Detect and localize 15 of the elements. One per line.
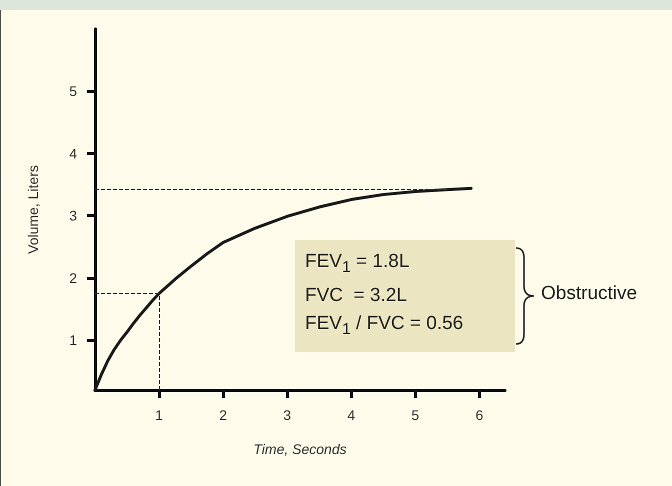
y-tick-label: 2 bbox=[69, 270, 78, 286]
x-tick-label: 5 bbox=[411, 407, 420, 423]
text-box: FEV$_{1}$ = 1.8L FVC = 3.2L FEV$_{1}$ / FVC = 0.56 bbox=[295, 240, 515, 352]
x-axis-title: Time, Seconds bbox=[253, 441, 347, 457]
text: Obstructive bbox=[541, 283, 638, 305]
x-tick-label: 3 bbox=[283, 407, 292, 423]
x-tick-label: 4 bbox=[347, 407, 356, 423]
y-tick-label: 1 bbox=[69, 332, 78, 348]
x-tick-label: 6 bbox=[475, 407, 484, 423]
x-tick-label: 1 bbox=[155, 407, 164, 423]
y-tick-label: 5 bbox=[69, 83, 78, 100]
x-tick-label: 2 bbox=[219, 407, 228, 423]
y-tick-label: 3 bbox=[69, 208, 78, 224]
y-axis-title: Volume, Liters bbox=[25, 165, 41, 254]
y-tick-label: 4 bbox=[69, 145, 78, 162]
